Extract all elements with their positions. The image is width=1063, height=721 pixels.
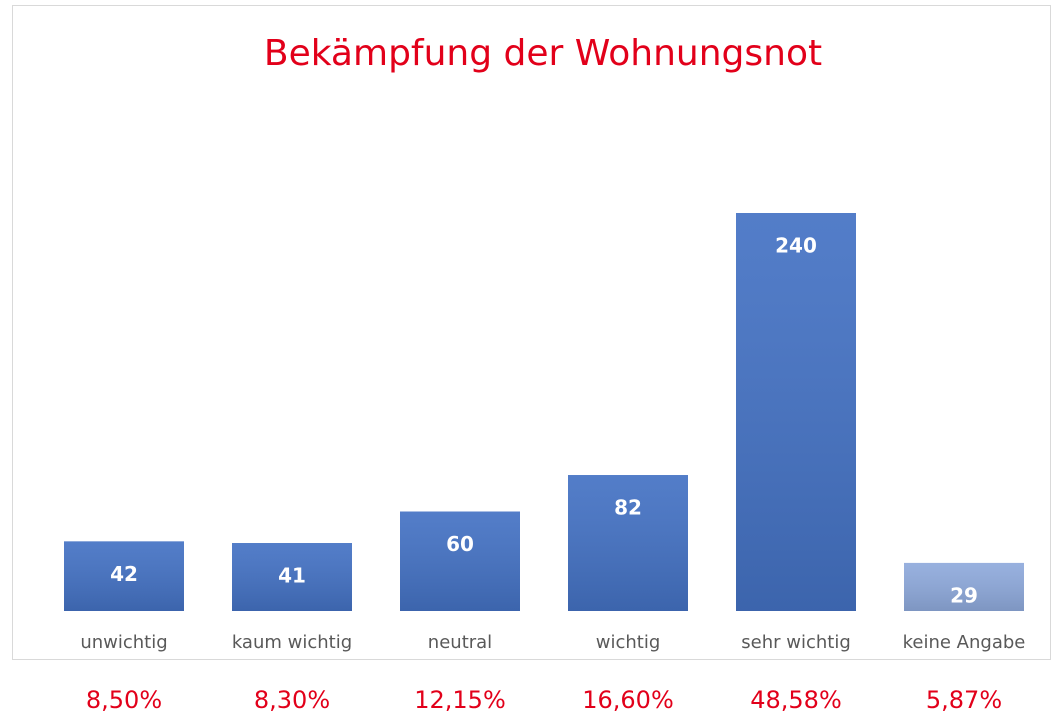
data-label: 42 xyxy=(110,562,138,586)
bar-shade xyxy=(904,562,1024,611)
x-tick-label: neutral xyxy=(428,632,492,653)
x-tick-label: sehr wichtig xyxy=(741,632,851,653)
x-tick-label: keine Angabe xyxy=(903,632,1026,653)
bar-shade xyxy=(736,213,856,611)
data-label: 41 xyxy=(278,564,306,588)
x-tick-label: unwichtig xyxy=(80,632,167,653)
annotation: 48,58% xyxy=(750,686,842,714)
data-label: 29 xyxy=(950,583,978,607)
bar-shade xyxy=(568,475,688,611)
data-label: 60 xyxy=(446,532,474,556)
chart-title: Bekämpfung der Wohnungsnot xyxy=(264,33,822,74)
x-tick-label: kaum wichtig xyxy=(232,632,352,653)
x-tick-label: wichtig xyxy=(596,632,661,653)
bar-shade xyxy=(400,511,520,611)
annotation: 16,60% xyxy=(582,686,674,714)
bar-shade xyxy=(64,541,184,611)
annotation: 5,87% xyxy=(926,686,1002,714)
annotation: 8,50% xyxy=(86,686,162,714)
bar-shade xyxy=(232,543,352,611)
annotation: 12,15% xyxy=(414,686,506,714)
data-label: 82 xyxy=(614,496,642,520)
chart-frame xyxy=(12,5,1051,660)
annotation: 8,30% xyxy=(254,686,330,714)
data-label: 240 xyxy=(775,234,817,258)
